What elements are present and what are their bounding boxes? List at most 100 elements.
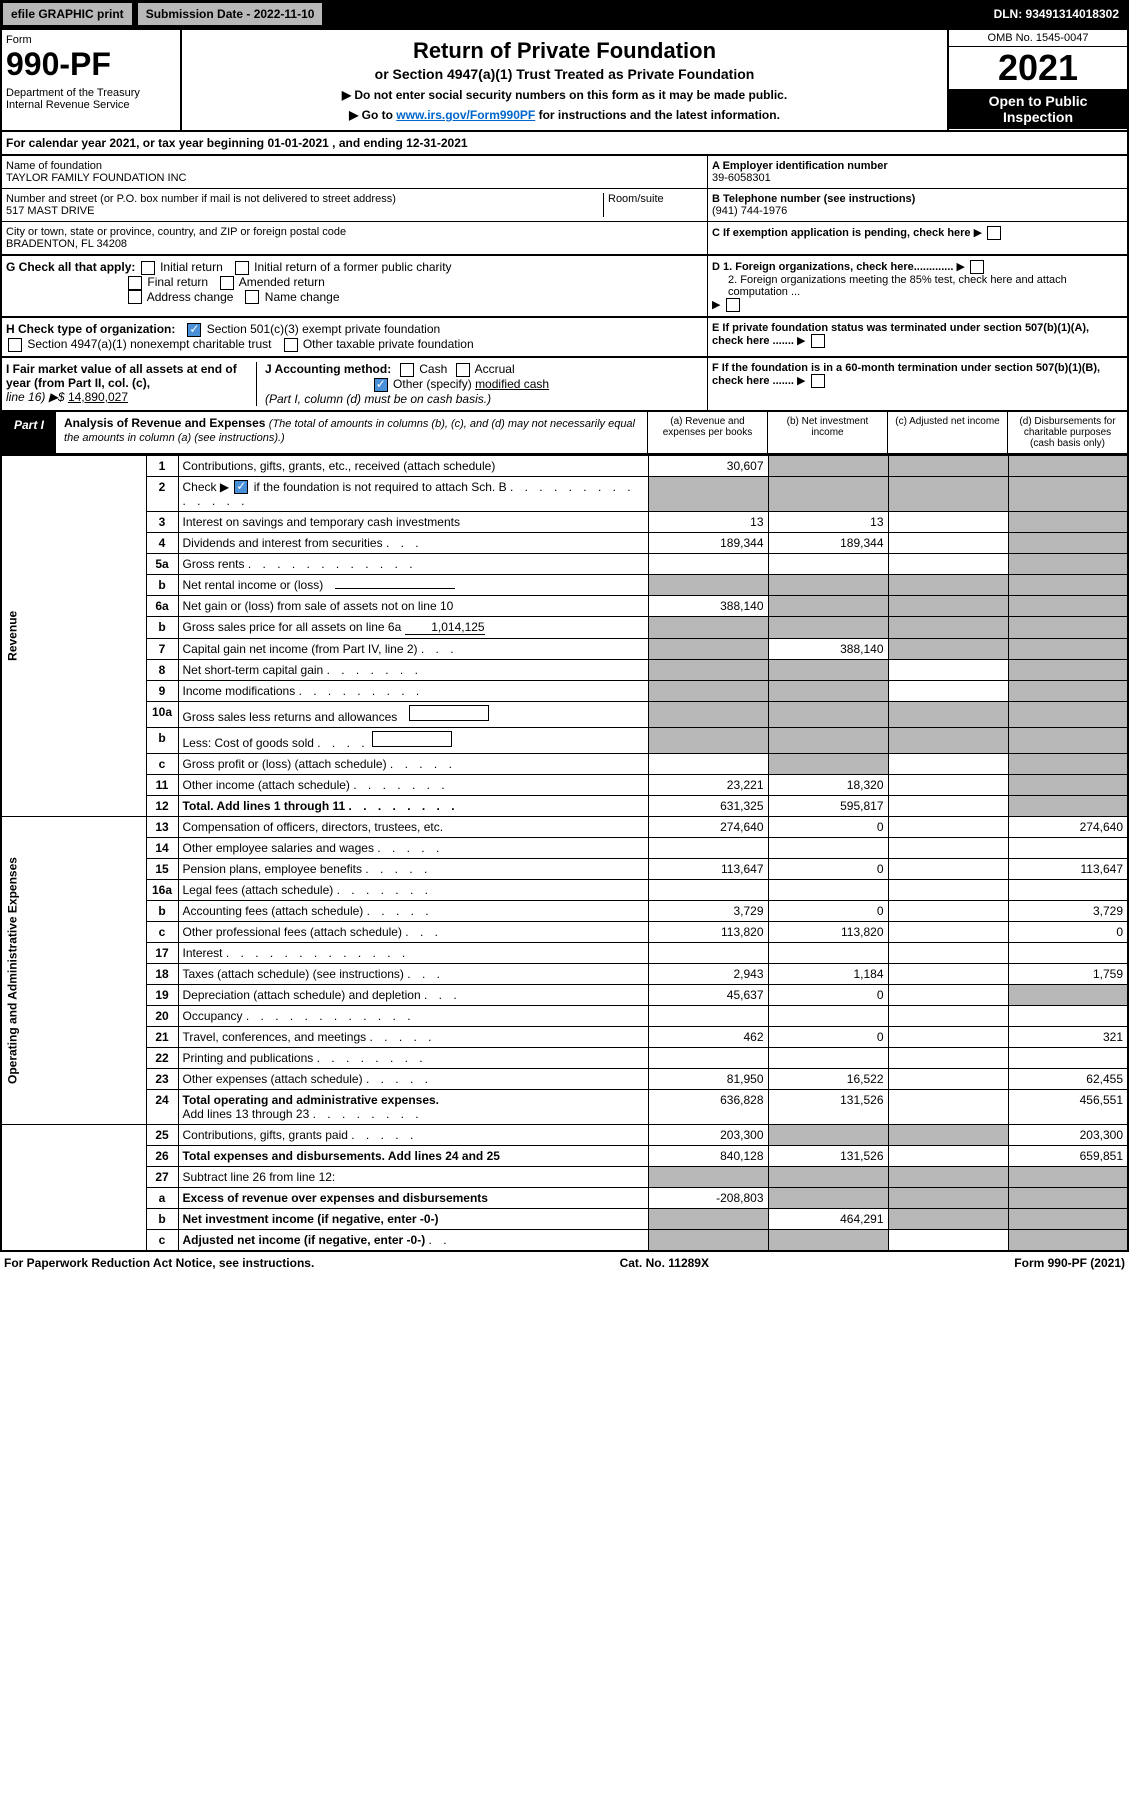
d-section: D 1. Foreign organizations, check here..… xyxy=(707,256,1127,316)
part-1-title: Analysis of Revenue and Expenses (The to… xyxy=(56,412,647,453)
d1-checkbox[interactable] xyxy=(970,260,984,274)
r18-a: 2,943 xyxy=(648,964,768,985)
g-name-checkbox[interactable] xyxy=(245,290,259,304)
r3-d xyxy=(1008,512,1128,533)
f-checkbox[interactable] xyxy=(811,374,825,388)
e-checkbox[interactable] xyxy=(811,334,825,348)
r9-num: 9 xyxy=(146,681,178,702)
r20-dots: . . . . . . . . . . . . xyxy=(246,1009,415,1023)
r2-checkbox[interactable] xyxy=(234,480,248,494)
r2-desc: Check ▶ if the foundation is not require… xyxy=(178,476,648,512)
r18-d: 1,759 xyxy=(1008,964,1128,985)
foundation-name-cell: Name of foundation TAYLOR FAMILY FOUNDAT… xyxy=(2,156,707,189)
r2-d2: if the foundation is not required to att… xyxy=(250,480,506,494)
r24-d: Total operating and administrative expen… xyxy=(183,1093,440,1107)
r23-b: 16,522 xyxy=(768,1069,888,1090)
r23-num: 23 xyxy=(146,1069,178,1090)
r13-a: 274,640 xyxy=(648,817,768,838)
j-other-label: Other (specify) xyxy=(393,377,472,391)
r14-c xyxy=(888,838,1008,859)
r6b-desc: Gross sales price for all assets on line… xyxy=(178,617,648,639)
r27a-a: -208,803 xyxy=(648,1188,768,1209)
section-h-e: H Check type of organization: Section 50… xyxy=(0,318,1129,358)
g-amended-checkbox[interactable] xyxy=(220,276,234,290)
r1-d xyxy=(1008,455,1128,476)
r16b-b: 0 xyxy=(768,901,888,922)
r5a-dots: . . . . . . . . . . . . xyxy=(248,557,417,571)
d2-checkbox[interactable] xyxy=(726,298,740,312)
r21-b: 0 xyxy=(768,1027,888,1048)
r11-d: Other income (attach schedule) xyxy=(183,778,350,792)
r15-desc: Pension plans, employee benefits . . . .… xyxy=(178,859,648,880)
g-initial-former-checkbox[interactable] xyxy=(235,261,249,275)
r27-b xyxy=(768,1167,888,1188)
r4-num: 4 xyxy=(146,533,178,554)
r27-a xyxy=(648,1167,768,1188)
r11-b: 18,320 xyxy=(768,775,888,796)
r27-num: 27 xyxy=(146,1167,178,1188)
r5a-num: 5a xyxy=(146,554,178,575)
row-4: 4Dividends and interest from securities … xyxy=(1,533,1128,554)
r26-b: 131,526 xyxy=(768,1146,888,1167)
j-cash-checkbox[interactable] xyxy=(400,363,414,377)
r27a-d xyxy=(1008,1188,1128,1209)
r26-c xyxy=(888,1146,1008,1167)
r18-b: 1,184 xyxy=(768,964,888,985)
irs-link[interactable]: www.irs.gov/Form990PF xyxy=(396,108,535,122)
r17-num: 17 xyxy=(146,943,178,964)
r7-d xyxy=(1008,639,1128,660)
row-18: 18Taxes (attach schedule) (see instructi… xyxy=(1,964,1128,985)
r10b-d: Less: Cost of goods sold xyxy=(183,736,314,750)
r3-desc: Interest on savings and temporary cash i… xyxy=(178,512,648,533)
r5b-desc: Net rental income or (loss) xyxy=(178,575,648,596)
row-24: 24Total operating and administrative exp… xyxy=(1,1090,1128,1125)
r6a-c xyxy=(888,596,1008,617)
r21-desc: Travel, conferences, and meetings . . . … xyxy=(178,1027,648,1048)
r6b-c xyxy=(888,617,1008,639)
h-other-checkbox[interactable] xyxy=(284,338,298,352)
j-cash-label: Cash xyxy=(419,362,447,376)
row-13: Operating and Administrative Expenses13C… xyxy=(1,817,1128,838)
r15-b: 0 xyxy=(768,859,888,880)
r21-a: 462 xyxy=(648,1027,768,1048)
city-label: City or town, state or province, country… xyxy=(6,226,703,238)
c-checkbox[interactable] xyxy=(987,226,1001,240)
h-501c3-checkbox[interactable] xyxy=(187,323,201,337)
r27b-num: b xyxy=(146,1209,178,1230)
g-initial-checkbox[interactable] xyxy=(141,261,155,275)
r25-a: 203,300 xyxy=(648,1125,768,1146)
e-label: E If private foundation status was termi… xyxy=(712,322,1089,347)
g-final-checkbox[interactable] xyxy=(128,276,142,290)
part-1-title-text: Analysis of Revenue and Expenses xyxy=(64,416,265,430)
r22-a xyxy=(648,1048,768,1069)
j-accrual-checkbox[interactable] xyxy=(456,363,470,377)
r8-d: Net short-term capital gain xyxy=(183,663,324,677)
row-23: 23Other expenses (attach schedule) . . .… xyxy=(1,1069,1128,1090)
r6b-num: b xyxy=(146,617,178,639)
r10c-d xyxy=(1008,754,1128,775)
efile-print-button[interactable]: efile GRAPHIC print xyxy=(2,2,133,26)
h-4947-checkbox[interactable] xyxy=(8,338,22,352)
r19-b: 0 xyxy=(768,985,888,1006)
r23-c xyxy=(888,1069,1008,1090)
row-8: 8Net short-term capital gain . . . . . .… xyxy=(1,660,1128,681)
r16a-d xyxy=(1008,880,1128,901)
exemption-cell: C If exemption application is pending, c… xyxy=(708,222,1127,244)
r25-d: 203,300 xyxy=(1008,1125,1128,1146)
r25-num: 25 xyxy=(146,1125,178,1146)
d2-label: 2. Foreign organizations meeting the 85%… xyxy=(712,274,1123,298)
r14-d xyxy=(1008,838,1128,859)
r27c-desc: Adjusted net income (if negative, enter … xyxy=(178,1230,648,1252)
r12-num: 12 xyxy=(146,796,178,817)
r8-desc: Net short-term capital gain . . . . . . … xyxy=(178,660,648,681)
r21-dots: . . . . . xyxy=(370,1030,436,1044)
ein-value: 39-6058301 xyxy=(712,172,1123,184)
g-address-checkbox[interactable] xyxy=(128,290,142,304)
r10a-d xyxy=(1008,702,1128,728)
j-other-checkbox[interactable] xyxy=(374,378,388,392)
col-b-header: (b) Net investment income xyxy=(767,412,887,453)
r16b-d: 3,729 xyxy=(1008,901,1128,922)
r17-b xyxy=(768,943,888,964)
r26-d: 659,851 xyxy=(1008,1146,1128,1167)
j-label: J Accounting method: xyxy=(265,362,391,376)
